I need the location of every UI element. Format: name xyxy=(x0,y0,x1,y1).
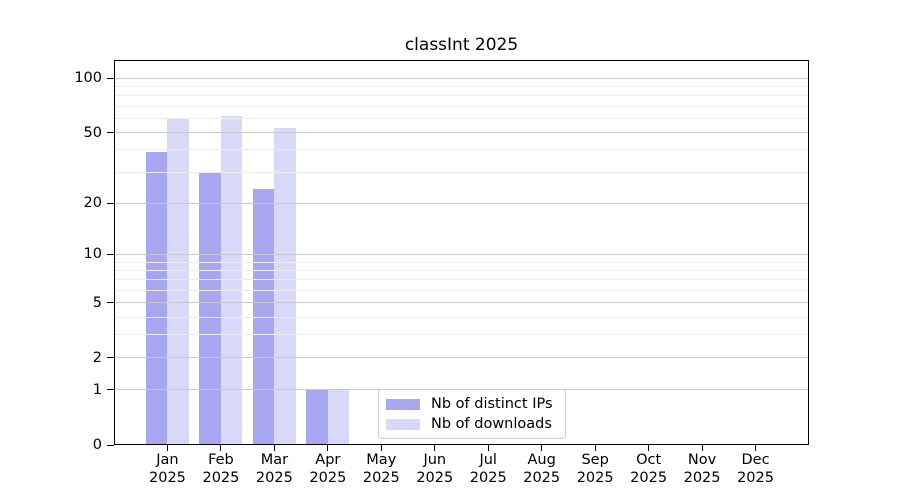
x-tick-label-mar: Mar 2025 xyxy=(246,452,302,487)
major-gridline-20 xyxy=(114,202,809,204)
x-tick-month: Oct xyxy=(636,452,662,468)
x-tick-month: Jul xyxy=(479,452,497,468)
x-tick-mark-apr xyxy=(327,445,329,451)
x-tick-year: 2025 xyxy=(362,469,400,486)
major-gridline-10 xyxy=(114,253,809,255)
x-tick-year: 2025 xyxy=(149,469,186,486)
x-tick-mark-aug xyxy=(541,445,543,451)
x-tick-month: May xyxy=(366,452,397,468)
minor-gridline-60 xyxy=(114,117,809,119)
legend-swatch-downloads xyxy=(386,418,420,430)
legend: Nb of distinct IPs Nb of downloads xyxy=(378,389,566,439)
x-tick-label-oct: Oct 2025 xyxy=(621,452,677,487)
x-tick-mark-nov xyxy=(701,445,703,451)
x-tick-month: Feb xyxy=(208,452,234,468)
x-tick-month: Dec xyxy=(741,452,770,468)
legend-label-downloads: Nb of downloads xyxy=(431,416,552,432)
y-tick-label-10: 10 xyxy=(83,246,102,263)
x-tick-year: 2025 xyxy=(309,469,347,486)
plot-area: Nb of distinct IPs Nb of downloads 0 1 2 5 1… xyxy=(74,60,809,486)
x-tick-mark-jan xyxy=(166,445,168,451)
minor-gridline-80 xyxy=(114,95,809,97)
y-tick-mark-0 xyxy=(107,444,114,446)
x-tick-month: Jun xyxy=(423,452,447,468)
minor-gridline-6 xyxy=(114,289,809,291)
bar-jan-downloads xyxy=(167,118,189,445)
x-tick-mark-oct xyxy=(648,445,650,451)
x-tick-label-nov: Nov 2025 xyxy=(674,452,730,487)
minor-gridline-8 xyxy=(114,269,809,271)
y-tick-mark-10 xyxy=(107,253,114,255)
x-tick-label-feb: Feb 2025 xyxy=(193,452,249,487)
bar-apr-distinct-ips xyxy=(306,389,328,445)
minor-gridline-7 xyxy=(114,279,809,281)
x-tick-year: 2025 xyxy=(469,469,507,486)
x-tick-month: Aug xyxy=(527,452,556,468)
x-tick-year: 2025 xyxy=(683,469,721,486)
x-tick-year: 2025 xyxy=(202,469,240,486)
y-tick-mark-5 xyxy=(107,302,114,304)
bar-mar-downloads xyxy=(274,127,296,445)
minor-gridline-3 xyxy=(114,334,809,336)
y-tick-label-1: 1 xyxy=(92,381,102,398)
x-tick-month: Jan xyxy=(156,452,179,468)
y-tick-label-100: 100 xyxy=(74,70,102,87)
minor-gridline-30 xyxy=(114,171,809,173)
y-tick-label-5: 5 xyxy=(92,294,102,311)
x-tick-label-apr: Apr 2025 xyxy=(300,452,356,487)
legend-label-distinct-ips: Nb of distinct IPs xyxy=(431,396,553,412)
x-tick-mark-dec xyxy=(755,445,757,451)
x-tick-year: 2025 xyxy=(737,469,774,486)
x-tick-label-jun: Jun 2025 xyxy=(407,452,463,487)
major-gridline-2 xyxy=(114,357,809,359)
x-tick-mark-mar xyxy=(273,445,275,451)
minor-gridline-9 xyxy=(114,261,809,263)
bar-feb-distinct-ips xyxy=(199,172,221,445)
x-tick-year: 2025 xyxy=(630,469,668,486)
y-tick-mark-50 xyxy=(107,132,114,133)
x-tick-mark-jun xyxy=(434,445,436,451)
bar-jan-distinct-ips xyxy=(145,151,168,445)
y-tick-mark-100 xyxy=(107,77,114,79)
y-tick-label-20: 20 xyxy=(83,195,102,212)
x-tick-label-jul: Jul 2025 xyxy=(460,452,516,487)
x-tick-mark-sep xyxy=(594,445,596,451)
legend-item-distinct-ips: Nb of distinct IPs xyxy=(386,396,553,412)
y-tick-mark-20 xyxy=(107,202,114,204)
x-tick-mark-feb xyxy=(220,445,222,451)
legend-swatch-distinct-ips xyxy=(386,398,420,410)
x-tick-label-aug: Aug 2025 xyxy=(514,452,570,487)
x-tick-year: 2025 xyxy=(416,469,454,486)
x-tick-label-sep: Sep 2025 xyxy=(567,452,623,487)
legend-item-downloads: Nb of downloads xyxy=(386,416,553,432)
x-tick-mark-jul xyxy=(487,445,489,451)
y-tick-label-0: 0 xyxy=(92,437,102,453)
x-tick-year: 2025 xyxy=(576,469,614,486)
chart-title: classInt 2025 xyxy=(404,35,519,55)
y-tick-mark-2 xyxy=(107,357,114,359)
x-tick-month: Apr xyxy=(315,452,341,468)
x-tick-month: Sep xyxy=(581,452,609,468)
minor-gridline-4 xyxy=(114,316,809,318)
x-tick-label-may: May 2025 xyxy=(353,452,409,487)
major-gridline-5 xyxy=(114,302,809,304)
minor-gridline-40 xyxy=(114,149,809,151)
y-tick-label-50: 50 xyxy=(83,124,102,141)
x-tick-month: Nov xyxy=(687,452,717,468)
y-tick-mark-1 xyxy=(107,389,114,391)
y-tick-label-2: 2 xyxy=(92,349,102,366)
x-tick-year: 2025 xyxy=(255,469,293,486)
bar-feb-downloads xyxy=(220,115,243,445)
bar-apr-downloads xyxy=(327,389,350,445)
x-tick-month: Mar xyxy=(260,452,289,468)
x-tick-label-jan: Jan 2025 xyxy=(139,452,195,487)
x-tick-mark-may xyxy=(380,445,382,451)
minor-gridline-90 xyxy=(114,85,809,87)
major-gridline-100 xyxy=(114,77,809,79)
x-tick-label-dec: Dec 2025 xyxy=(728,452,784,487)
x-tick-year: 2025 xyxy=(523,469,561,486)
minor-gridline-70 xyxy=(114,105,809,107)
major-gridline-50 xyxy=(114,132,809,133)
